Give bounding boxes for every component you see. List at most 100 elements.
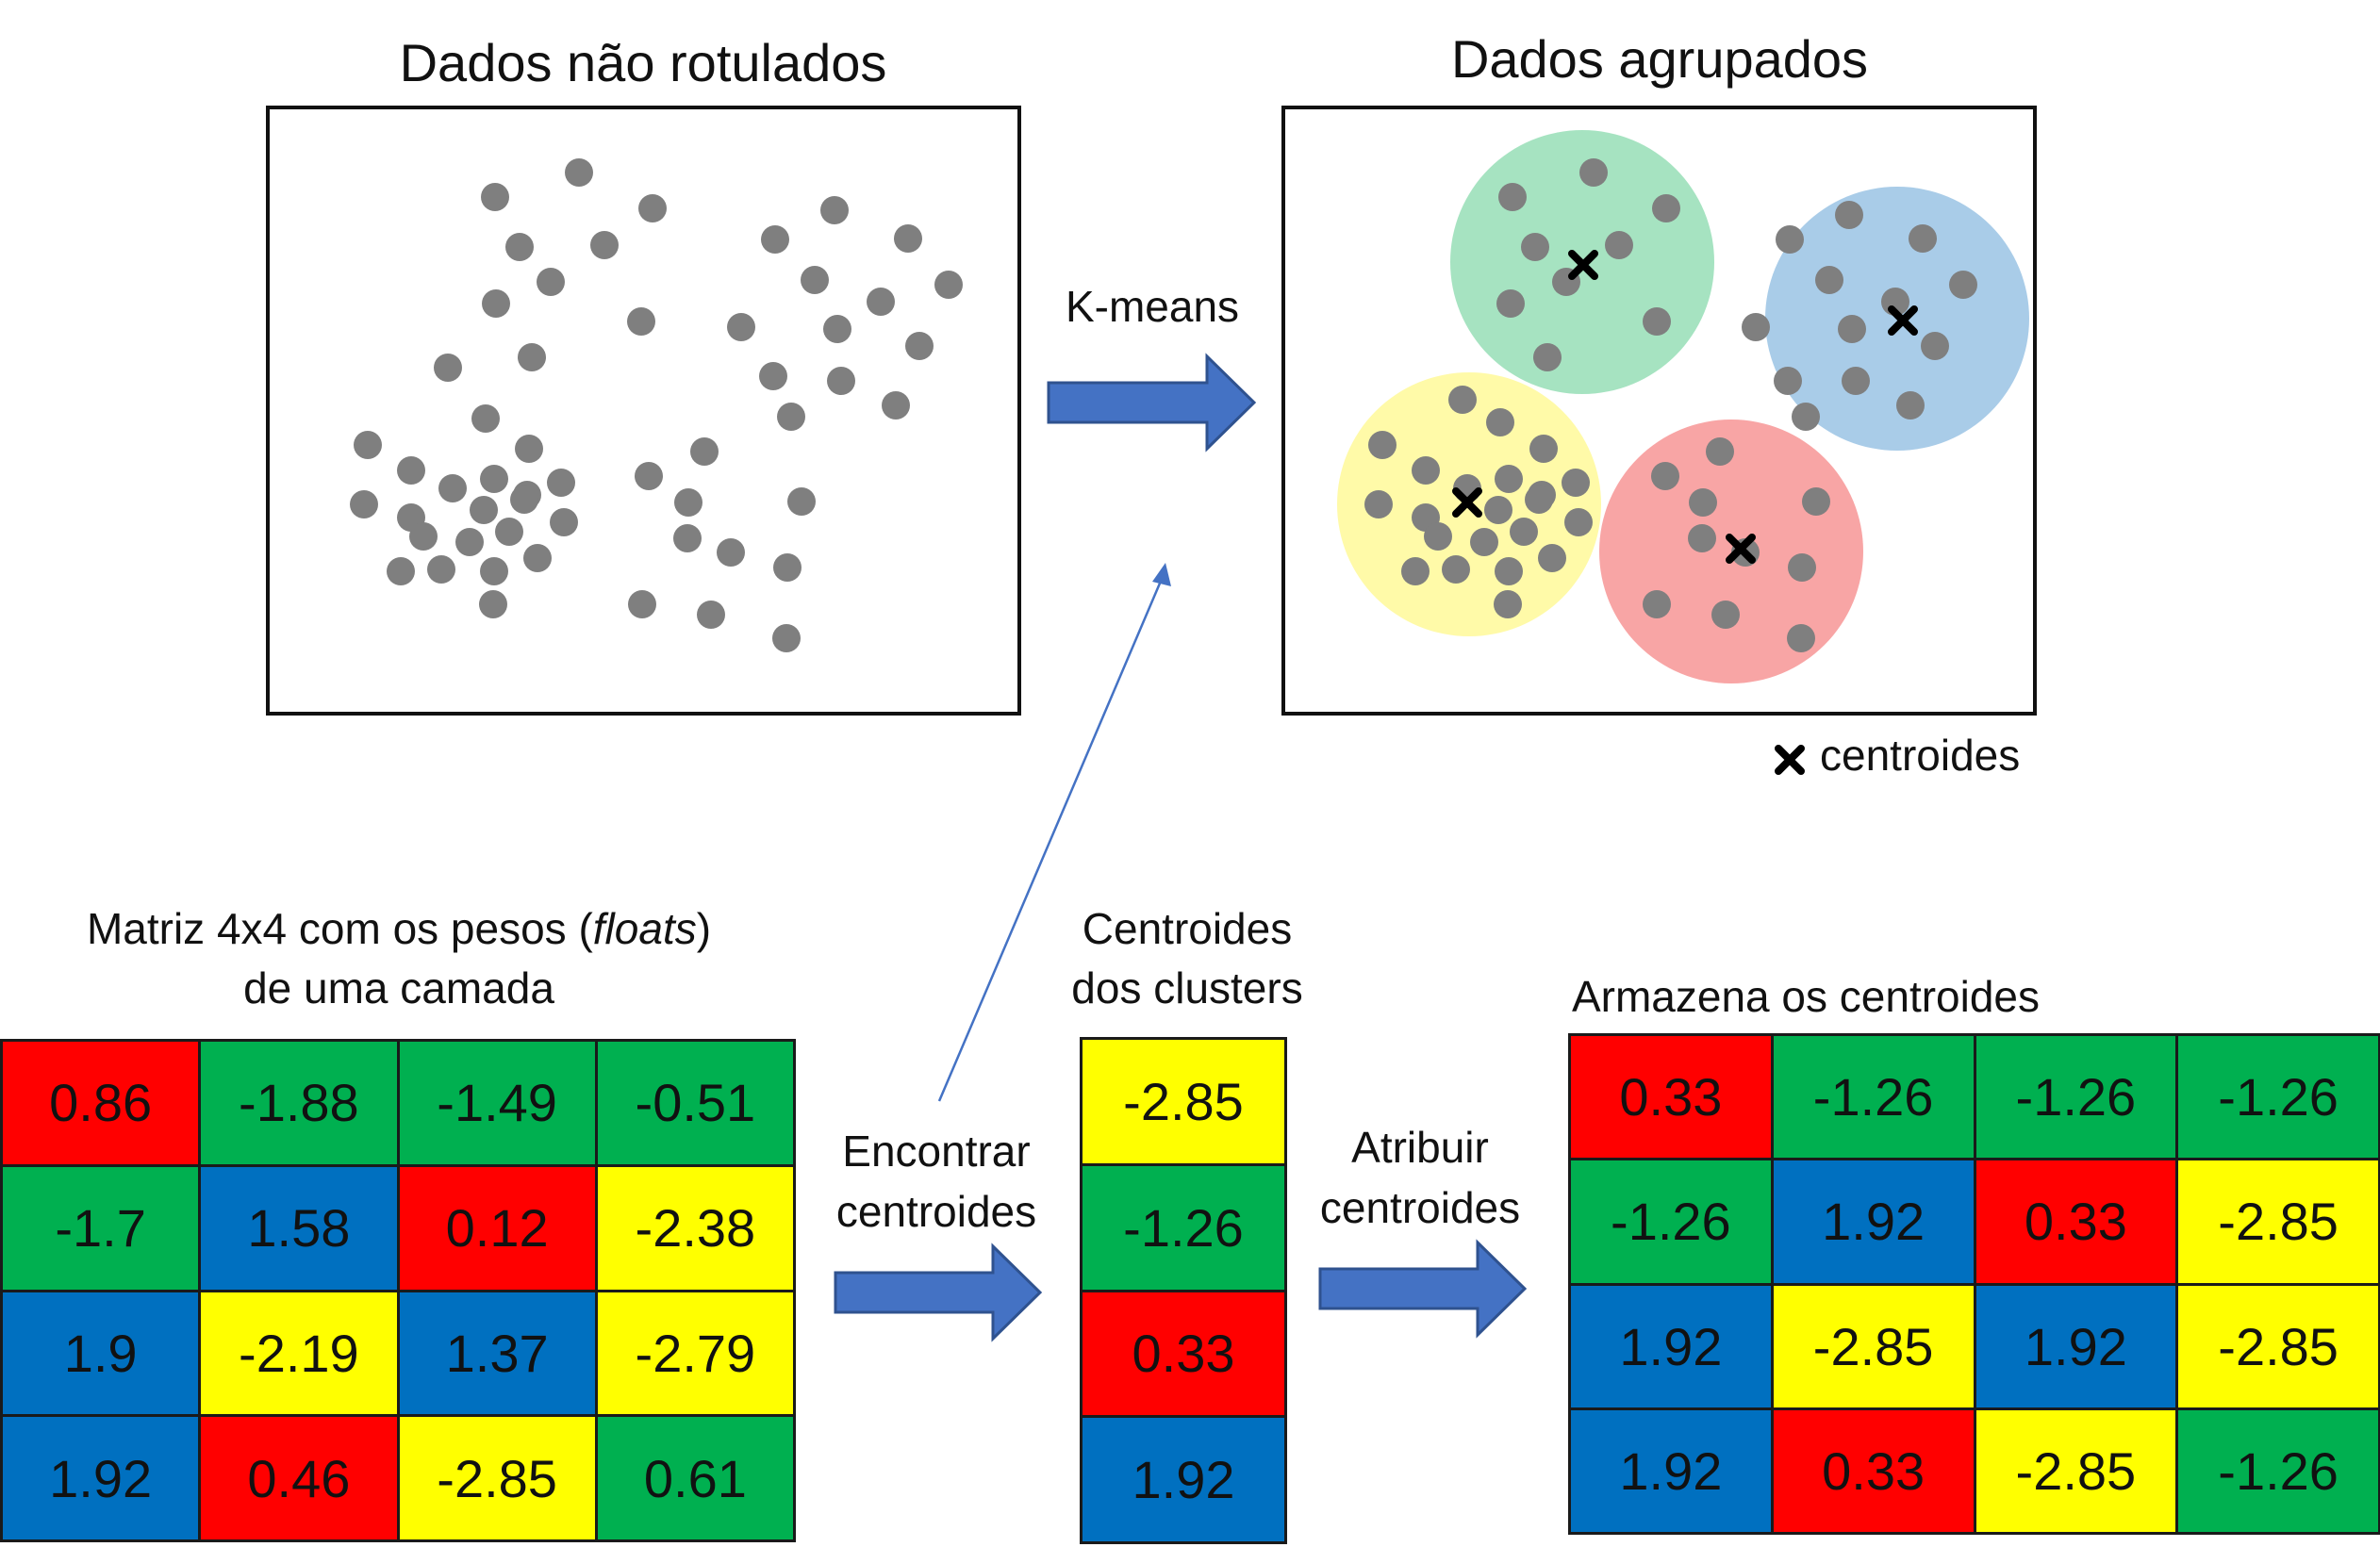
weight-cell: 0.46 [201,1417,397,1539]
data-point [434,354,462,382]
data-point [1368,431,1397,459]
centroid-cell: -2.85 [1083,1040,1284,1163]
data-point [894,224,922,253]
stored-cell: -1.26 [2178,1409,2378,1532]
data-point [697,601,725,629]
data-point [1495,557,1523,585]
data-point [638,194,667,222]
assign-centroids-label-line1: Atribuir [1351,1123,1489,1172]
unlabeled-data-title: Dados não rotulados [399,33,887,92]
data-point [1949,271,1977,299]
data-point [409,522,438,551]
data-point [550,508,578,536]
centroid-cross-icon [1452,487,1482,518]
data-point [471,404,500,433]
data-point [495,518,523,546]
data-point [1787,624,1815,652]
data-point [482,289,510,318]
data-point [397,456,425,485]
data-point [1815,266,1843,294]
cross-icon [1775,745,1805,775]
centroid-cross-icon [1726,534,1756,564]
data-point [1424,522,1452,551]
data-point [1579,158,1608,187]
data-point [1470,528,1498,556]
weight-cell: -2.79 [597,1292,793,1415]
centroid-marks [1452,250,1918,564]
centroids-caption-line1: Centroides [1082,904,1293,953]
data-point [801,266,829,294]
assign-centroids-label-line2: centroides [1319,1183,1521,1232]
data-point [882,391,910,420]
data-point [1494,590,1522,618]
data-point [1921,332,1949,360]
assign-centroids-arrow [1318,1239,1528,1339]
data-point [480,465,508,493]
find-centroids-label-line1: Encontrar [842,1127,1031,1176]
legend-centroids-label: centroides [1820,731,2021,780]
data-point [1562,469,1590,497]
data-point [787,487,816,516]
data-point [1688,524,1716,552]
weight-cell: -1.49 [399,1042,595,1164]
data-point [674,488,702,517]
data-point [759,362,787,390]
data-point [1412,456,1440,485]
stored-cell: -2.85 [2178,1160,2378,1283]
data-point [934,271,963,299]
weight-cell: 1.92 [3,1417,199,1539]
data-point [515,435,543,463]
weights-matrix: 0.86 -1.88 -1.49 -0.51 -1.7 1.58 0.12 -2.38 1.9-… [0,1039,796,1542]
weights-matrix-caption-line2: de uma camada [243,963,554,1012]
data-point [1529,435,1558,463]
centroids-caption-line2: dos clusters [1071,963,1303,1012]
data-point [1706,437,1734,466]
data-point [1448,386,1477,414]
weight-cell: 0.12 [399,1166,595,1290]
stored-cell: 1.92 [1773,1160,1974,1283]
weight-cell: 0.61 [597,1417,793,1539]
data-point [1842,367,1870,395]
data-point [1486,408,1514,436]
centroid-cell: 1.92 [1083,1418,1284,1541]
data-point [1496,289,1525,318]
stored-cell: 0.33 [1571,1036,1771,1159]
data-point [727,313,755,341]
stored-cell: 0.33 [1975,1160,2176,1283]
kmeans-arrow [1047,353,1257,453]
stored-cell: 1.92 [1975,1285,2176,1407]
data-point [1788,553,1816,582]
find-centroids-arrow [834,1243,1043,1342]
data-point [523,544,552,572]
data-point [1838,315,1866,343]
data-point [1401,557,1430,585]
stored-cell: -1.26 [1571,1160,1771,1283]
stored-centroids-matrix: 0.33 -1.26 -1.26 -1.26 -1.26 1.92 0.33 -2.85 1.9… [1568,1033,2380,1535]
stored-cell: 1.92 [1571,1409,1771,1532]
centroid-cell: -1.26 [1083,1165,1284,1290]
data-point [480,557,508,585]
data-point [905,332,934,360]
data-point [1652,194,1680,222]
data-point [1909,224,1937,253]
data-point [1742,313,1770,341]
data-point [481,183,509,211]
data-point [1711,601,1740,629]
data-point [1643,590,1671,618]
data-point [470,496,498,524]
data-point [387,557,415,585]
data-point [350,490,378,518]
find-centroids-label-line2: centroides [835,1187,1037,1236]
data-point [590,231,619,259]
stored-cell: -2.85 [2178,1285,2378,1407]
data-point [1498,183,1527,211]
weights-caption-pre: Matriz 4x4 com os pesos ( [86,904,593,953]
stored-cell: -1.26 [1773,1036,1974,1159]
data-point [1643,307,1671,336]
unlabeled-points [350,158,963,652]
centroid-cell: 0.33 [1083,1292,1284,1416]
weight-cell: -2.85 [399,1417,595,1539]
data-point [1651,462,1679,490]
